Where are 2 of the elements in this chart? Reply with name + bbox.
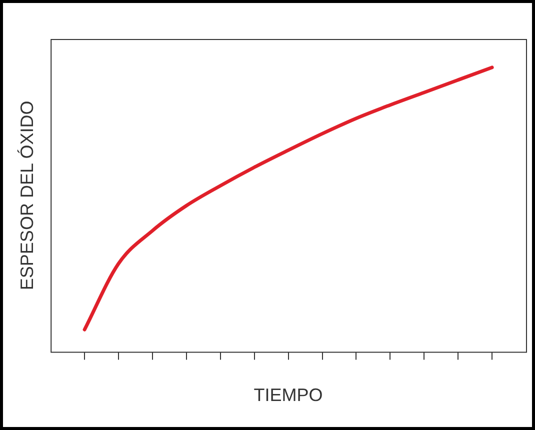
x-axis-title: TIEMPO bbox=[254, 385, 323, 406]
y-axis-title: ESPESOR DEL ÓXIDO bbox=[16, 100, 37, 290]
